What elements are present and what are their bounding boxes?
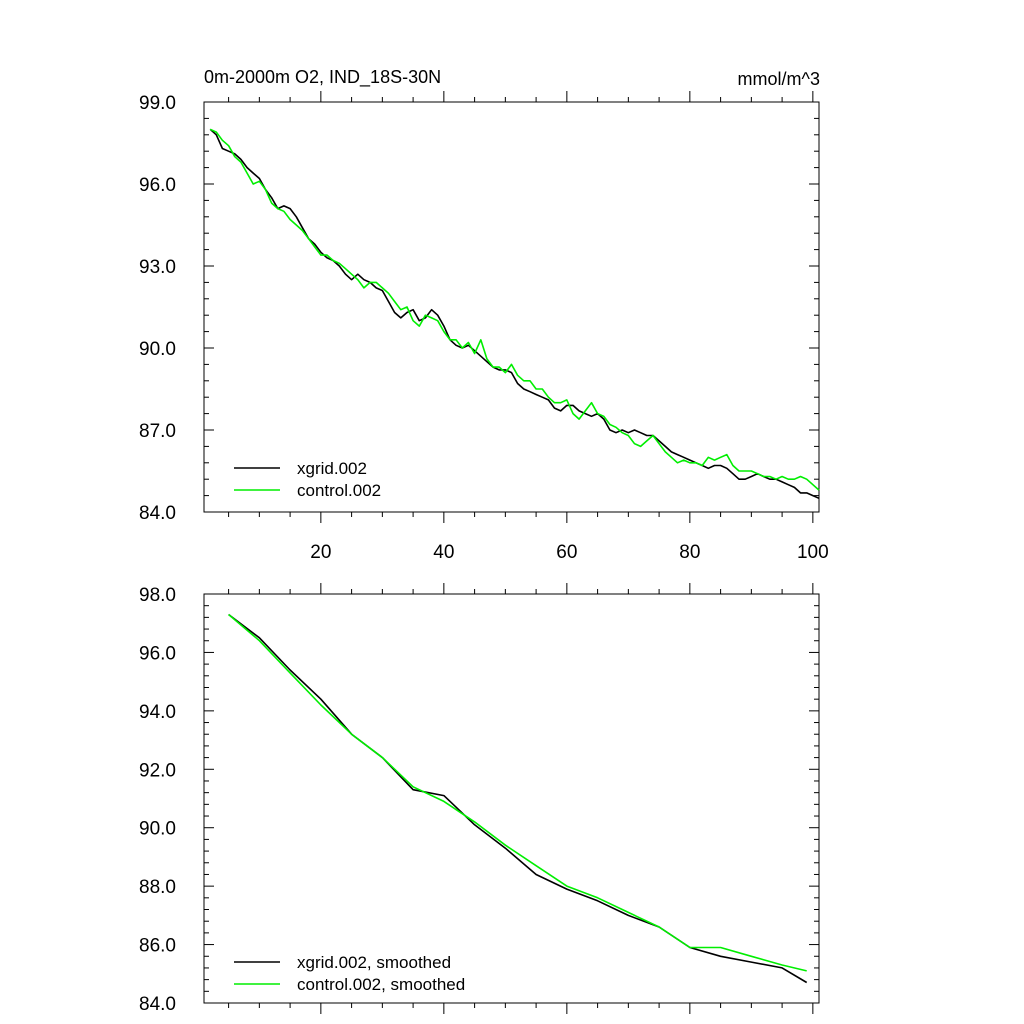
y-tick-label: 90.0 xyxy=(139,819,176,840)
axis-ticks xyxy=(204,91,819,523)
x-tick-label: 100 xyxy=(797,542,829,563)
y-tick-label: 96.0 xyxy=(139,175,176,196)
y-tick-label: 99.0 xyxy=(139,93,176,114)
series-line-xgrid xyxy=(209,128,820,500)
y-tick-label: 88.0 xyxy=(139,877,176,898)
legend: xgrid.002, smoothed control.002, smoothed xyxy=(234,953,465,994)
y-tick-label: 94.0 xyxy=(139,702,176,723)
legend: xgrid.002 control.002 xyxy=(234,459,381,500)
chart-title: 0m-2000m O2, IND_18S-30N xyxy=(204,67,441,88)
axis-tick-labels: 84.0 86.0 88.0 90.0 92.0 94.0 96.0 98.0 xyxy=(139,585,176,1015)
plot-frame xyxy=(203,593,820,1004)
series-line-xgrid xyxy=(228,613,808,984)
top-chart-panel: 0m-2000m O2, IND_18S-30N mmol/m^3 84.0 87… xyxy=(139,67,829,563)
y-tick-label: 86.0 xyxy=(139,936,176,957)
y-tick-label: 84.0 xyxy=(139,503,176,524)
y-tick-label: 96.0 xyxy=(139,643,176,664)
series-line-control xyxy=(228,613,807,972)
axis-ticks xyxy=(204,583,819,1014)
x-tick-label: 40 xyxy=(433,542,454,563)
axis-tick-labels: 84.0 87.0 90.0 93.0 96.0 99.0 20 40 60 80 100 xyxy=(139,93,829,563)
series-lines xyxy=(209,128,820,500)
y-tick-label: 98.0 xyxy=(139,585,176,606)
y-tick-label: 87.0 xyxy=(139,421,176,442)
series-line-control xyxy=(209,128,820,491)
units-label: mmol/m^3 xyxy=(738,69,820,89)
legend-label: xgrid.002, smoothed xyxy=(297,953,451,972)
y-tick-label: 90.0 xyxy=(139,339,176,360)
y-tick-label: 93.0 xyxy=(139,257,176,278)
x-tick-label: 20 xyxy=(310,542,331,563)
legend-label: control.002, smoothed xyxy=(297,975,465,994)
bottom-chart-panel: 84.0 86.0 88.0 90.0 92.0 94.0 96.0 98.0 xgrid.0… xyxy=(139,583,820,1015)
y-tick-label: 84.0 xyxy=(139,994,176,1015)
y-tick-label: 92.0 xyxy=(139,760,176,781)
plot-frame xyxy=(203,101,820,513)
legend-label: xgrid.002 xyxy=(297,459,367,478)
legend-label: control.002 xyxy=(297,481,381,500)
x-tick-label: 60 xyxy=(556,542,577,563)
x-tick-label: 80 xyxy=(679,542,700,563)
series-lines xyxy=(228,613,808,984)
